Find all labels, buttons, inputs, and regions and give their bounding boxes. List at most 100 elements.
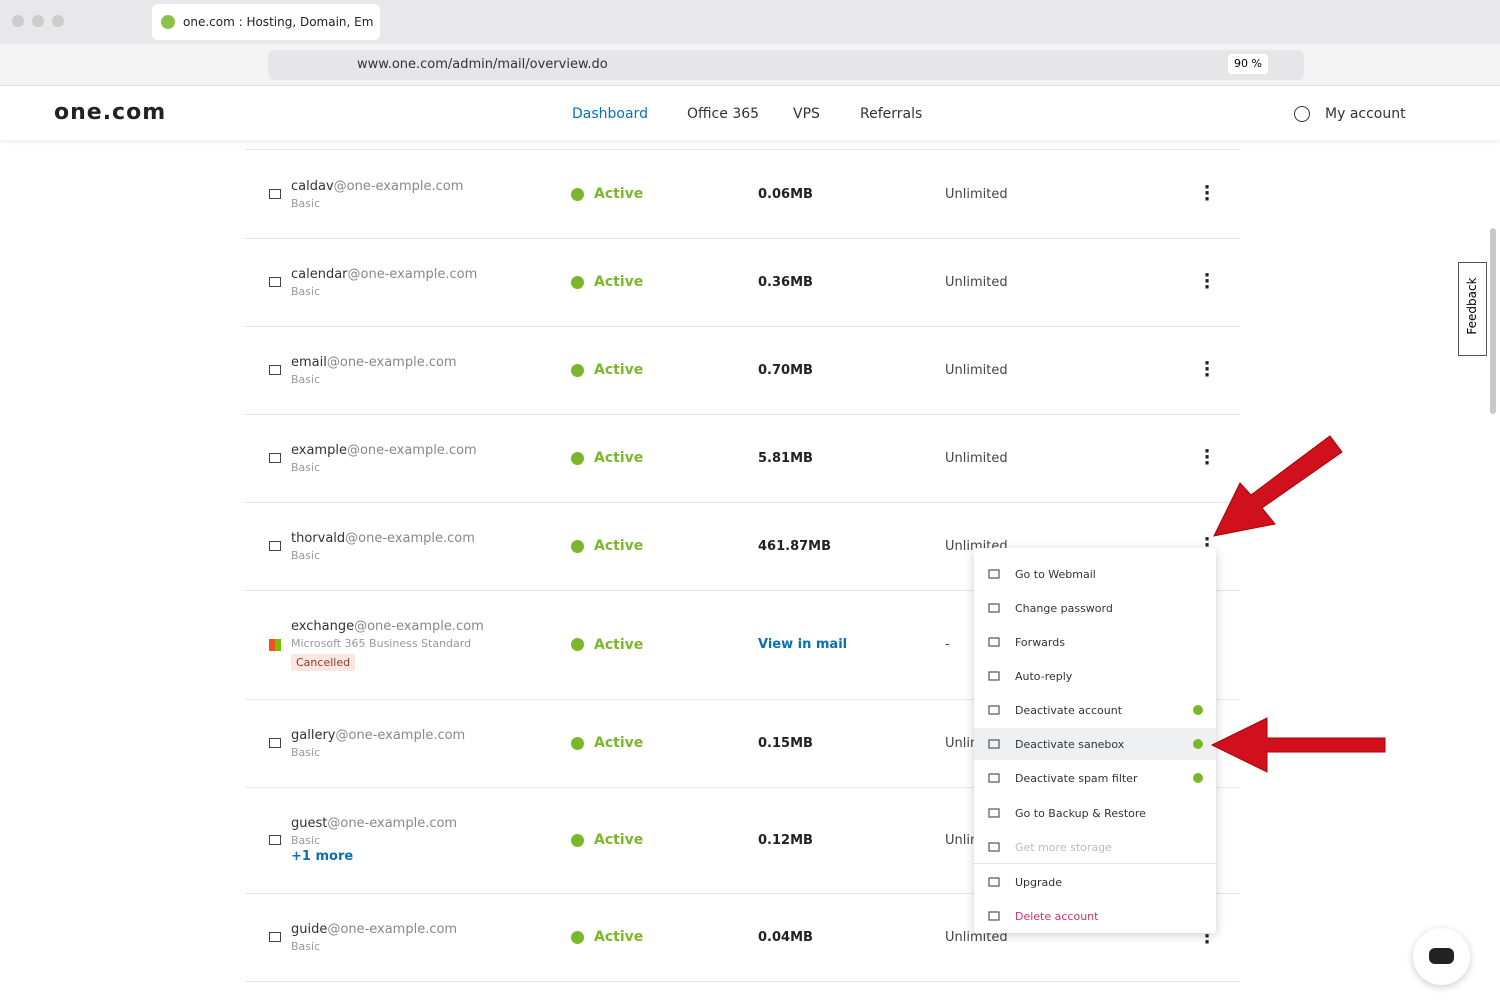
plan: Basic [291, 196, 321, 210]
menu-icon [988, 739, 1000, 749]
menu-icon [988, 911, 1000, 921]
mail-row: caldav@one-example.com Basic Active 0.06MB U… [245, 150, 1240, 239]
email: gallery@one-example.com [291, 728, 465, 743]
email-domain: @one-example.com [345, 530, 475, 546]
menu-label: Deactivate account [1015, 703, 1123, 717]
email-name: guide [291, 921, 328, 937]
window-close[interactable] [12, 15, 24, 27]
menu-icon [988, 705, 1000, 715]
mail-row: guide@one-example.com Basic Active 0.04MB Un… [245, 893, 1240, 982]
view-link[interactable]: View in mail [758, 637, 848, 652]
more-link[interactable]: +1 more [291, 849, 354, 864]
status-dot [571, 638, 584, 651]
email: caldav@one-example.com [291, 179, 463, 194]
tab[interactable]: one.com : Hosting, Domain, Em [152, 4, 380, 40]
mail-info: gallery@one-example.com Basic [291, 728, 465, 759]
status-dot [571, 833, 584, 847]
status-badge: Cancelled [291, 653, 356, 671]
status: Active [571, 362, 643, 378]
status: Active [571, 538, 643, 554]
mail-icon [269, 932, 281, 942]
menu-item[interactable]: Delete account [974, 900, 1216, 932]
context-menu: Go to Webmail Change password Forwards Auto… [974, 548, 1216, 933]
chat-button[interactable] [1413, 928, 1470, 985]
nav-link[interactable]: Office 365 [687, 106, 760, 122]
feedback-tab[interactable]: Feedback [1458, 262, 1487, 356]
mail-info: example@one-example.com Basic [291, 443, 477, 474]
nav-link[interactable]: VPS [793, 106, 820, 122]
status-dot [571, 187, 584, 201]
logo[interactable]: one.com [54, 100, 167, 125]
menu-item[interactable]: Upgrade [974, 866, 1216, 898]
status-text: Active [594, 929, 644, 945]
kebab-menu[interactable]: ··· [1203, 265, 1211, 298]
zoom[interactable]: 90 % [1228, 54, 1268, 74]
menu-item[interactable]: Deactivate sanebox [974, 728, 1216, 760]
status-dot [571, 930, 584, 944]
email: guide@one-example.com [291, 922, 457, 937]
menu-label: Deactivate sanebox [1015, 737, 1125, 751]
toggle-dot [1193, 739, 1203, 749]
kebab-menu[interactable]: ··· [1203, 177, 1211, 210]
url-bar[interactable]: www.one.com/admin/mail/overview.do [268, 50, 1304, 80]
account-menu[interactable]: My account [1325, 106, 1406, 122]
menu-label: Go to Webmail [1015, 567, 1096, 581]
mail-row: email@one-example.com Basic Active 0.70MB Un… [245, 326, 1240, 415]
mail-info: exchange@one-example.com Microsoft 365 Bu… [291, 619, 484, 671]
window-min[interactable] [32, 15, 44, 27]
email-domain: @one-example.com [326, 354, 457, 370]
menu-item[interactable]: Change password [974, 592, 1216, 624]
nav-link[interactable]: Dashboard [572, 106, 648, 122]
menu-icon [988, 569, 1000, 579]
email-name: guest [291, 816, 328, 831]
toggle-dot [1193, 705, 1203, 715]
usage: 5.81MB [758, 450, 813, 466]
plan: Basic [291, 460, 321, 474]
usage: 0.06MB [758, 186, 813, 202]
email-name: exchange [291, 618, 355, 634]
window-max[interactable] [52, 15, 64, 27]
mail-info: email@one-example.com Basic [291, 355, 457, 386]
kebab-menu[interactable]: ··· [1203, 353, 1211, 386]
email-domain: @one-example.com [346, 442, 477, 458]
quota: Unlimited [945, 274, 1008, 290]
menu-label: Auto-reply [1015, 669, 1073, 683]
status-dot [571, 275, 584, 289]
mail-info: guest@one-example.com Basic +1 more [291, 816, 457, 864]
url: www.one.com/admin/mail/overview.do [357, 57, 608, 72]
menu-item[interactable]: Go to Backup & Restore [974, 797, 1216, 829]
mail-row: calendar@one-example.com Basic Active 0.36M… [245, 238, 1240, 327]
menu-item[interactable]: Forwards [974, 626, 1216, 658]
mail-icon [269, 189, 281, 199]
nav-link[interactable]: Referrals [860, 106, 923, 122]
menu-item[interactable]: Deactivate spam filter [974, 762, 1216, 794]
usage: 461.87MB [758, 538, 832, 554]
mail-info: calendar@one-example.com Basic [291, 267, 477, 298]
usage: 0.15MB [758, 735, 813, 751]
scrollbar [1490, 228, 1496, 414]
status-text: Active [594, 832, 644, 848]
status-text: Active [594, 362, 644, 378]
menu-item[interactable]: Auto-reply [974, 660, 1216, 692]
mail-row: thorvald@one-example.com Basic Active 461.8… [245, 502, 1240, 591]
status-text: Active [594, 735, 644, 751]
status: Active [571, 929, 643, 945]
email-name: email [291, 354, 327, 370]
email: thorvald@one-example.com [291, 531, 475, 546]
mail-icon [269, 638, 281, 651]
email: calendar@one-example.com [291, 267, 477, 282]
kebab-menu[interactable]: ··· [1203, 441, 1211, 474]
menu-item[interactable]: Deactivate account [974, 694, 1216, 726]
status-dot [571, 363, 584, 377]
plan: Basic [291, 548, 321, 562]
menu-label: Forwards [1015, 635, 1065, 649]
email-domain: @one-example.com [327, 921, 458, 937]
toggle-dot [1193, 773, 1203, 783]
menu-item[interactable]: Go to Webmail [974, 558, 1216, 590]
menu-icon [988, 671, 1000, 681]
status: Active [571, 186, 643, 202]
quota: - [945, 637, 950, 652]
email-name: gallery [291, 727, 336, 743]
usage: 0.70MB [758, 362, 813, 378]
